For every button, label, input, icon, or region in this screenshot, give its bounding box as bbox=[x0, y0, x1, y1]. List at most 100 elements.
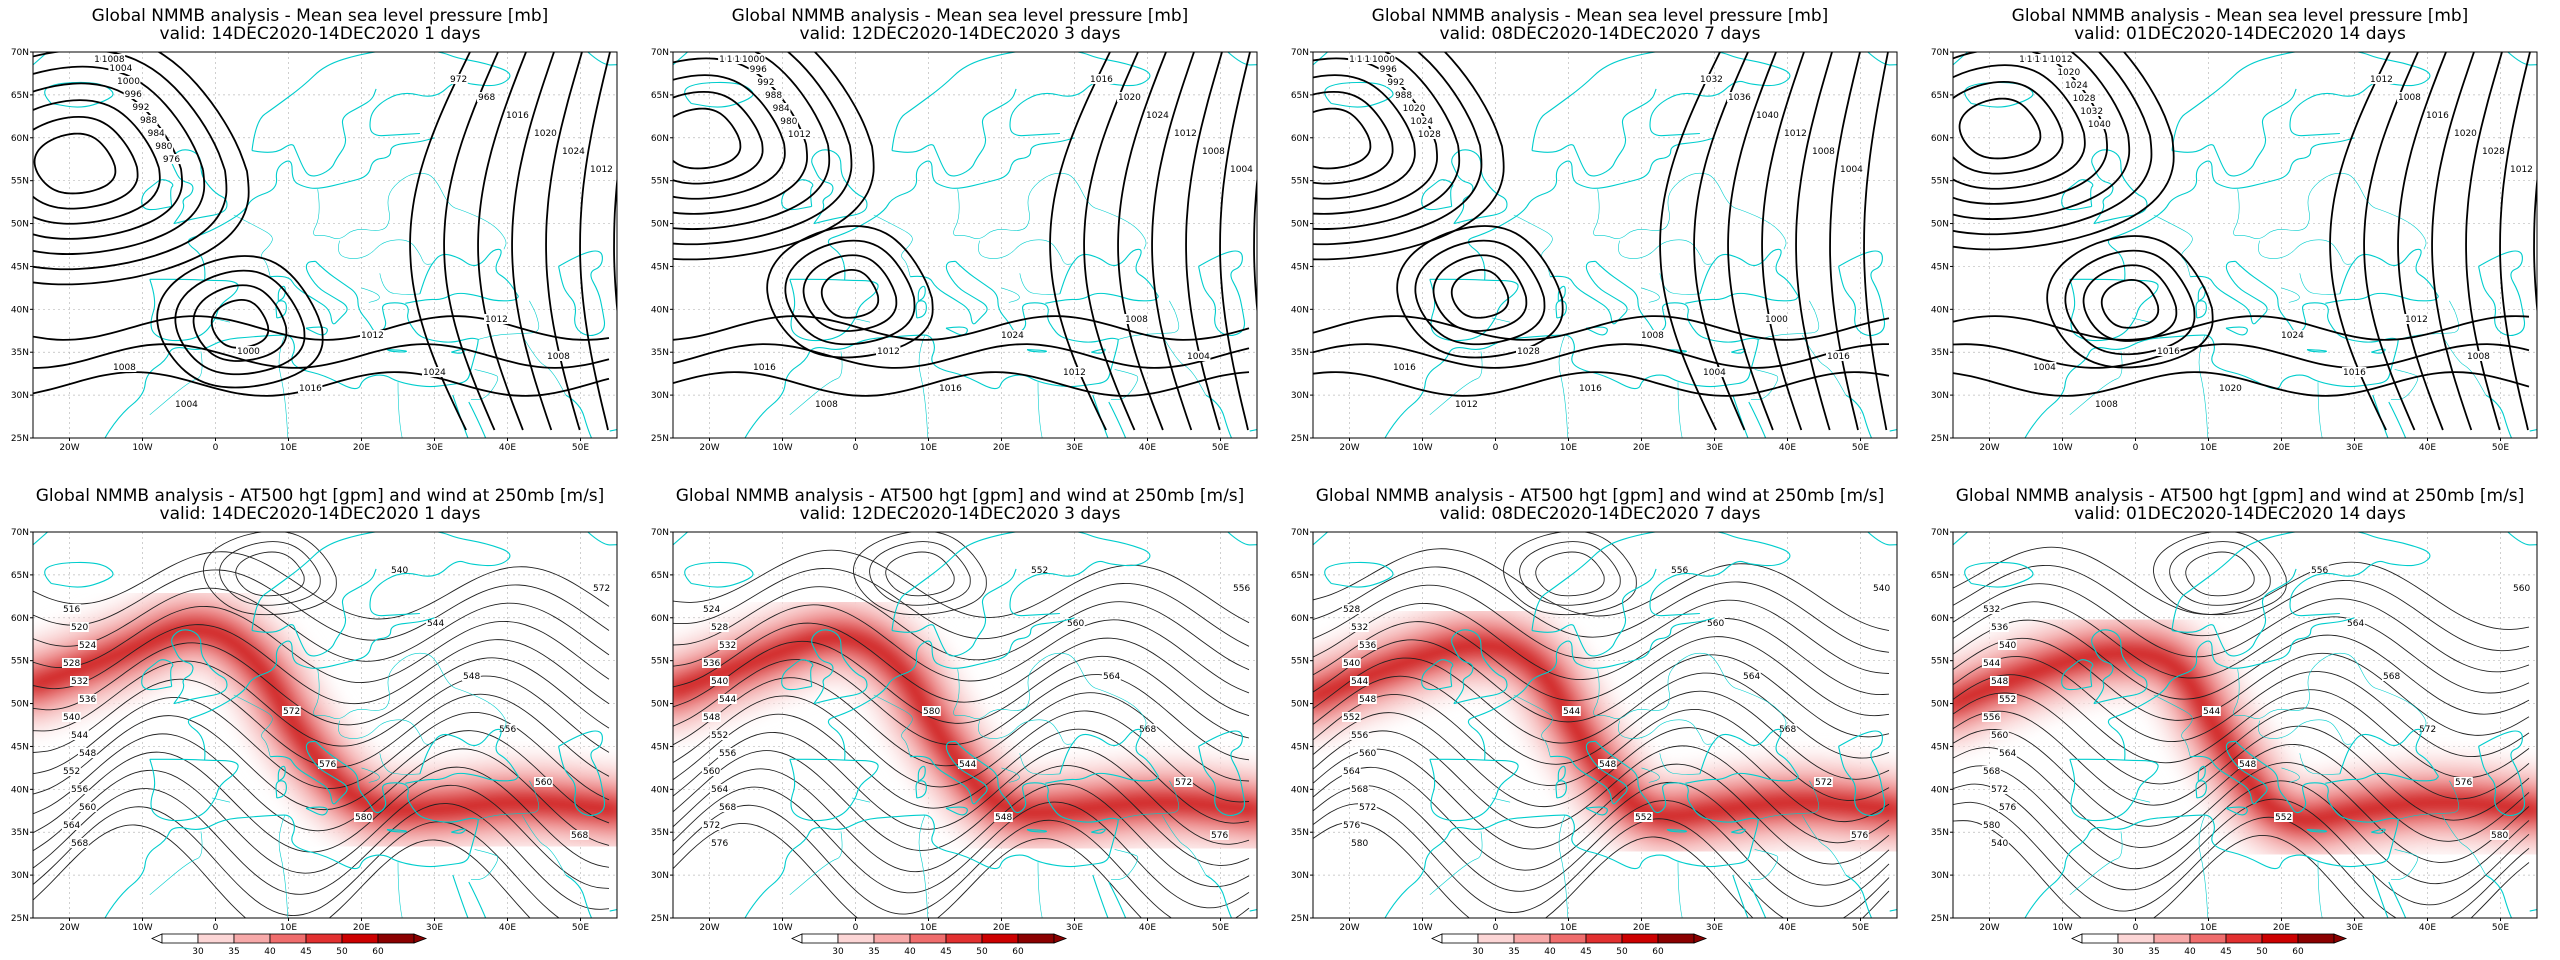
isobar-label: 980 bbox=[780, 117, 797, 127]
latitude-label: 30N bbox=[1291, 871, 1309, 881]
country-border bbox=[2299, 753, 2340, 775]
coastline bbox=[2507, 52, 2537, 66]
coastline bbox=[1531, 532, 1791, 631]
coastline bbox=[744, 814, 1119, 918]
isobar bbox=[1958, 97, 2042, 160]
isobar-label: 1012 bbox=[1063, 368, 1086, 378]
coastline bbox=[955, 740, 1119, 823]
coastline bbox=[468, 401, 487, 438]
height-label: 568 bbox=[1351, 785, 1368, 795]
pressure-contours bbox=[673, 52, 1257, 431]
height-contour bbox=[1953, 820, 2530, 918]
isobar bbox=[156, 255, 324, 389]
height-contour bbox=[1313, 766, 1890, 886]
coastline bbox=[1964, 561, 2034, 588]
isobar bbox=[409, 52, 471, 431]
isobar-label: 1008 bbox=[1812, 147, 1835, 157]
coastline bbox=[2371, 348, 2386, 354]
map-canvas: 532 536 540 544 548 552 556 560 564 568 572 576 580 5… bbox=[1931, 528, 2538, 957]
coastline bbox=[891, 568, 1017, 657]
height-contour bbox=[673, 549, 1250, 624]
borders bbox=[2069, 172, 2487, 438]
colorbar-segment bbox=[981, 933, 1019, 944]
height-label: 576 bbox=[319, 760, 336, 770]
country-border bbox=[953, 652, 1147, 730]
panel-title: Global NMMB analysis - AT500 hgt [gpm] a… bbox=[35, 486, 605, 506]
jet-band bbox=[673, 630, 1257, 821]
latitude-label: 25N bbox=[1291, 434, 1309, 444]
isobar bbox=[1083, 52, 1139, 431]
height-contour bbox=[673, 823, 1143, 918]
height-contour bbox=[1953, 692, 2530, 800]
height-label: 576 bbox=[711, 839, 728, 849]
map-canvas: 1012100810041000996992988102010241028103… bbox=[1291, 48, 1898, 453]
coastline bbox=[171, 149, 228, 225]
country-border bbox=[1037, 862, 1043, 918]
wind-colorbar: 30 35 40 45 50 60 bbox=[151, 933, 428, 957]
coastline bbox=[1838, 730, 1886, 817]
country-border bbox=[1677, 862, 1683, 918]
coastline bbox=[827, 617, 1075, 761]
height-labels: 532 536 540 544 548 552 556 560 564 568 572 576 580 5… bbox=[1982, 565, 2531, 849]
height-label: 556 bbox=[1233, 584, 1250, 594]
height-label: 572 bbox=[1359, 803, 1376, 813]
panel-valid-date: valid: 01DEC2020-14DEC2020 14 days bbox=[2074, 504, 2406, 524]
coastline bbox=[1953, 532, 1968, 546]
geopotential-contours bbox=[33, 532, 610, 918]
country-border bbox=[1429, 831, 1483, 896]
latitude-label: 55N bbox=[1291, 657, 1309, 667]
isobar-label: 1020 bbox=[1118, 93, 1141, 103]
map-background bbox=[1313, 52, 1897, 438]
colorbar-label: 45 bbox=[2220, 947, 2231, 957]
isobar-labels: 1012100810041000996992988984980976972968… bbox=[93, 54, 614, 410]
latitude-label: 50N bbox=[651, 220, 669, 230]
coastline bbox=[1421, 659, 1454, 691]
isobar bbox=[1253, 174, 1257, 316]
latitude-label: 55N bbox=[11, 177, 29, 187]
latitude-label: 35N bbox=[1291, 828, 1309, 838]
coastline bbox=[1384, 814, 1759, 918]
latitude-label: 65N bbox=[1291, 91, 1309, 101]
height-contour bbox=[673, 622, 1250, 717]
height-label: 544 bbox=[1351, 677, 1368, 687]
isobar-label: 1008 bbox=[547, 352, 570, 362]
colorbar-label: 60 bbox=[1012, 947, 1024, 957]
height-label: 580 bbox=[355, 813, 372, 823]
latitude-label: 45N bbox=[11, 262, 29, 272]
country-border bbox=[1618, 719, 1712, 745]
coastline bbox=[811, 629, 868, 705]
coastline bbox=[1198, 250, 1246, 337]
country-border bbox=[471, 369, 499, 400]
coastline bbox=[1555, 300, 1567, 319]
coastline bbox=[2235, 740, 2399, 823]
isobar bbox=[1761, 52, 1805, 431]
country-border bbox=[1758, 300, 1820, 340]
latitude-label: 65N bbox=[11, 571, 29, 581]
jet-band bbox=[33, 622, 617, 818]
coastline bbox=[104, 334, 479, 438]
coastline bbox=[1699, 728, 1799, 777]
isobar-label: 1012 bbox=[590, 165, 613, 175]
isobar-label: 996 bbox=[1380, 65, 1397, 75]
height-contour bbox=[1313, 602, 1890, 695]
height-label: 552 bbox=[1031, 566, 1048, 576]
panel-valid-date: valid: 08DEC2020-14DEC2020 7 days bbox=[1439, 504, 1761, 524]
country-border bbox=[397, 382, 403, 438]
coastline bbox=[1205, 874, 1257, 918]
map-frame bbox=[1952, 531, 2538, 919]
latitude-label: 30N bbox=[651, 871, 669, 881]
coastline bbox=[2306, 349, 2327, 353]
colorbar-segment bbox=[269, 933, 307, 944]
map-frame bbox=[672, 51, 1258, 439]
z500-wind-panel: 532 536 540 544 548 552 556 560 564 568 572 576 580 5… bbox=[1920, 480, 2560, 960]
isobar-label: 1012 bbox=[788, 130, 811, 140]
colorbar-label: 35 bbox=[228, 947, 239, 957]
height-label: 560 bbox=[79, 803, 96, 813]
coastline bbox=[405, 292, 519, 304]
height-label: 572 bbox=[593, 584, 610, 594]
longitude-label: 10W bbox=[772, 923, 792, 933]
map-frame bbox=[1952, 51, 2538, 439]
isobar-label: 1028 bbox=[1418, 130, 1441, 140]
